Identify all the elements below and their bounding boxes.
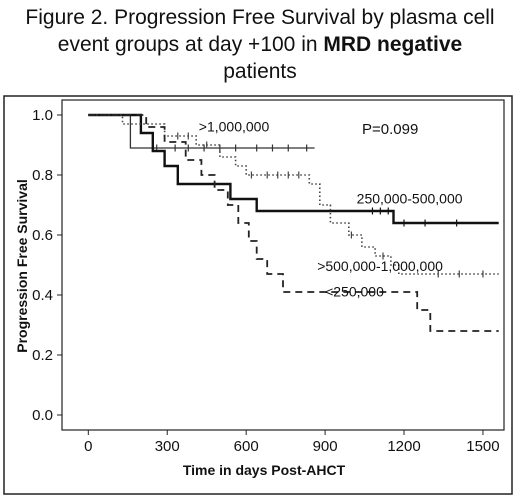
x-tick-label: 300 bbox=[155, 438, 180, 455]
annotations-layer: >1,000,000 250,000-500,000 >500,000-1,000,… bbox=[199, 119, 463, 300]
curve-label: >1,000,000 bbox=[199, 119, 270, 135]
x-tick-label: 900 bbox=[313, 438, 338, 455]
x-tick-label: 1500 bbox=[466, 438, 499, 455]
p-value-label: P=0.099 bbox=[362, 121, 418, 138]
y-tick-label: 0.6 bbox=[32, 227, 53, 244]
y-tick-label: 0.4 bbox=[32, 287, 53, 304]
axes: 0 300 600 900 1200 1500 0.0 0.2 0.4 0.6 0.8 1.0 bbox=[32, 99, 505, 455]
y-tick-label: 0.0 bbox=[32, 407, 53, 424]
x-axis-label: Time in days Post-AHCT bbox=[183, 462, 346, 478]
curve-label: >500,000-1,000,000 bbox=[317, 258, 443, 274]
y-tick-label: 1.0 bbox=[32, 107, 53, 124]
chart-outer-frame bbox=[3, 95, 513, 495]
y-tick-label: 0.2 bbox=[32, 347, 53, 364]
curve-label: 250,000-500,000 bbox=[357, 191, 463, 207]
km-line-series-4 bbox=[88, 114, 499, 332]
series-layer bbox=[88, 113, 499, 332]
figure-title-line2: event groups at day +100 in MRD negative bbox=[0, 31, 520, 58]
x-tick-label: 600 bbox=[234, 438, 259, 455]
figure-title-line2-plain: event groups at day +100 in bbox=[57, 33, 324, 56]
figure-title-line3: patients bbox=[223, 60, 297, 83]
figure-title: Figure 2. Progression Free Survival by p… bbox=[0, 4, 520, 85]
figure-title-line1: Figure 2. Progression Free Survival by p… bbox=[25, 6, 495, 29]
x-tick-label: 0 bbox=[84, 438, 92, 455]
y-axis-label: Progression Free Survival bbox=[14, 179, 30, 353]
plot-area-frame bbox=[61, 99, 505, 431]
y-tick-label: 0.8 bbox=[32, 167, 53, 184]
curve-label: <250,000 bbox=[325, 284, 384, 300]
km-line-series-2 bbox=[88, 113, 499, 225]
figure-title-line2-bold: MRD negative bbox=[323, 33, 463, 56]
x-tick-label: 1200 bbox=[387, 438, 420, 455]
